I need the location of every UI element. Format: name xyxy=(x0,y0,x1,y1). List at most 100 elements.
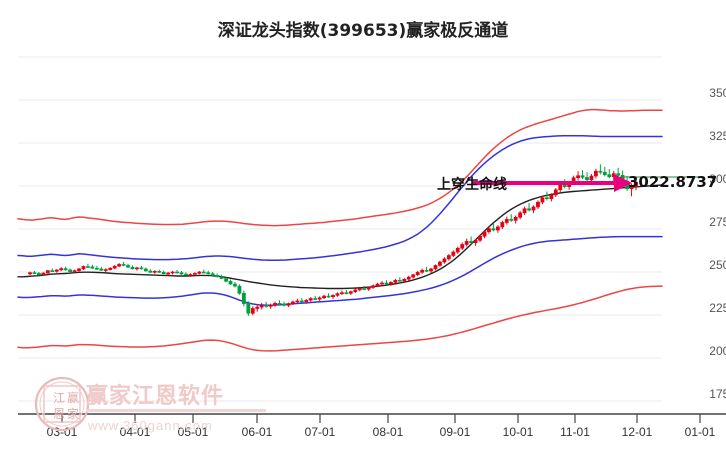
candle-body xyxy=(210,273,215,276)
page-title: 深证龙头指数(399653)赢家极反通道 xyxy=(217,21,509,41)
candle-body xyxy=(451,251,456,256)
seal-char-4: 家 xyxy=(67,406,79,421)
candle-body xyxy=(348,291,353,294)
candle-body xyxy=(290,301,295,304)
candle-body xyxy=(344,292,349,294)
x-axis-tick-label: 04-01 xyxy=(119,425,151,439)
candle-body xyxy=(326,295,331,298)
candle-body xyxy=(295,300,300,303)
candle-body xyxy=(500,222,505,228)
watermark-brand: 赢家江恩软件 xyxy=(86,384,225,409)
candle-body xyxy=(54,269,59,272)
candle-body xyxy=(148,270,153,273)
candle-body xyxy=(420,269,425,273)
candle-body xyxy=(50,270,55,272)
candle-body xyxy=(438,261,442,266)
candle-body xyxy=(45,270,50,274)
candle-body xyxy=(237,285,242,294)
candle-body xyxy=(273,303,277,306)
candle-body xyxy=(576,175,580,179)
candle-body xyxy=(509,219,514,221)
candle-body xyxy=(553,189,558,196)
watermark-url: www.360gann.com xyxy=(88,418,213,433)
candle-body xyxy=(170,271,175,274)
candle-body xyxy=(121,264,126,266)
candle-body xyxy=(487,228,491,233)
candle-body xyxy=(99,268,104,271)
candle-body xyxy=(192,273,197,275)
candle-body xyxy=(522,208,527,214)
candle-body xyxy=(139,267,144,270)
candle-body xyxy=(166,272,171,275)
candle-body xyxy=(184,273,188,276)
candle-body xyxy=(135,267,139,270)
candle-body xyxy=(152,271,157,273)
y-axis-tick-label: 3250 xyxy=(709,129,726,143)
candle-body xyxy=(531,206,536,211)
candle-body xyxy=(371,285,376,288)
candle-body xyxy=(117,264,122,267)
candle-body xyxy=(469,241,474,244)
band-line-2 xyxy=(17,184,663,290)
seal-char-1: 江 xyxy=(53,391,65,405)
candle-body xyxy=(304,299,309,302)
candle-body xyxy=(268,304,273,307)
candle-body xyxy=(491,228,496,231)
candle-body xyxy=(602,171,607,175)
candle-body xyxy=(94,267,99,270)
candle-body xyxy=(259,305,264,308)
x-axis-tick-label: 11-01 xyxy=(560,425,590,439)
axis-lines xyxy=(18,413,726,423)
candle-body xyxy=(634,181,638,187)
candle-body xyxy=(86,266,90,268)
y-axis-tick-label: 2000 xyxy=(709,344,726,358)
seal-char-3: 恩 xyxy=(53,407,65,421)
candle-body xyxy=(389,282,393,285)
x-axis-tick-label: 01-01 xyxy=(684,425,716,439)
x-axis-tick-label: 12-01 xyxy=(621,425,653,439)
seal-char-2: 赢 xyxy=(67,390,79,405)
candle-body xyxy=(562,185,567,187)
candlestick-series xyxy=(28,164,638,317)
x-axis-tick-label: 06-01 xyxy=(241,425,273,439)
x-axis-tick-label: 09-01 xyxy=(439,425,471,439)
candle-body xyxy=(536,201,540,208)
candle-body xyxy=(264,305,269,307)
candle-body xyxy=(126,265,130,268)
candle-body xyxy=(286,303,291,306)
x-axis-tick-label: 08-01 xyxy=(372,425,404,439)
candle-body xyxy=(424,269,429,272)
candle-body xyxy=(380,282,384,285)
candle-body xyxy=(224,278,228,282)
candle-body xyxy=(108,267,113,270)
candle-body xyxy=(282,303,286,306)
candle-body xyxy=(585,177,589,181)
band-line-1 xyxy=(17,135,663,262)
candle-body xyxy=(629,186,634,190)
candle-body xyxy=(201,271,206,274)
candle-body xyxy=(112,265,117,269)
candle-body xyxy=(241,293,246,304)
y-axis-tick-label: 2500 xyxy=(709,258,726,272)
candle-body xyxy=(299,300,304,303)
candle-body xyxy=(518,212,523,218)
candle-body xyxy=(103,269,108,271)
candle-body xyxy=(331,295,335,298)
candle-body xyxy=(197,271,202,274)
candle-body xyxy=(161,272,166,275)
candle-body xyxy=(402,278,407,282)
candle-body xyxy=(215,275,220,278)
candle-body xyxy=(495,226,500,231)
candle-body xyxy=(28,272,32,275)
candle-body xyxy=(607,174,612,178)
candle-body xyxy=(157,271,162,273)
candle-body xyxy=(593,170,598,177)
candle-body xyxy=(589,175,594,181)
candle-body xyxy=(540,197,545,203)
candle-body xyxy=(544,197,549,200)
candle-body xyxy=(415,272,420,276)
candle-body xyxy=(90,266,95,269)
arrow-head xyxy=(614,174,632,192)
candle-body xyxy=(81,266,86,270)
